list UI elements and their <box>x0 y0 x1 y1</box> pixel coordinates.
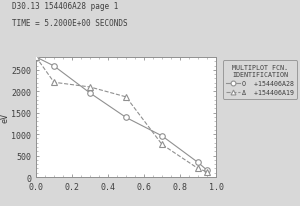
Legend: O  +154406A28, Δ  +154406A19: O +154406A28, Δ +154406A19 <box>223 61 297 99</box>
Text: D30.13 154406A28 page 1: D30.13 154406A28 page 1 <box>12 2 119 11</box>
Text: TIME = 5.2000E+00 SECONDS: TIME = 5.2000E+00 SECONDS <box>12 19 128 27</box>
Y-axis label: eV: eV <box>1 112 10 122</box>
